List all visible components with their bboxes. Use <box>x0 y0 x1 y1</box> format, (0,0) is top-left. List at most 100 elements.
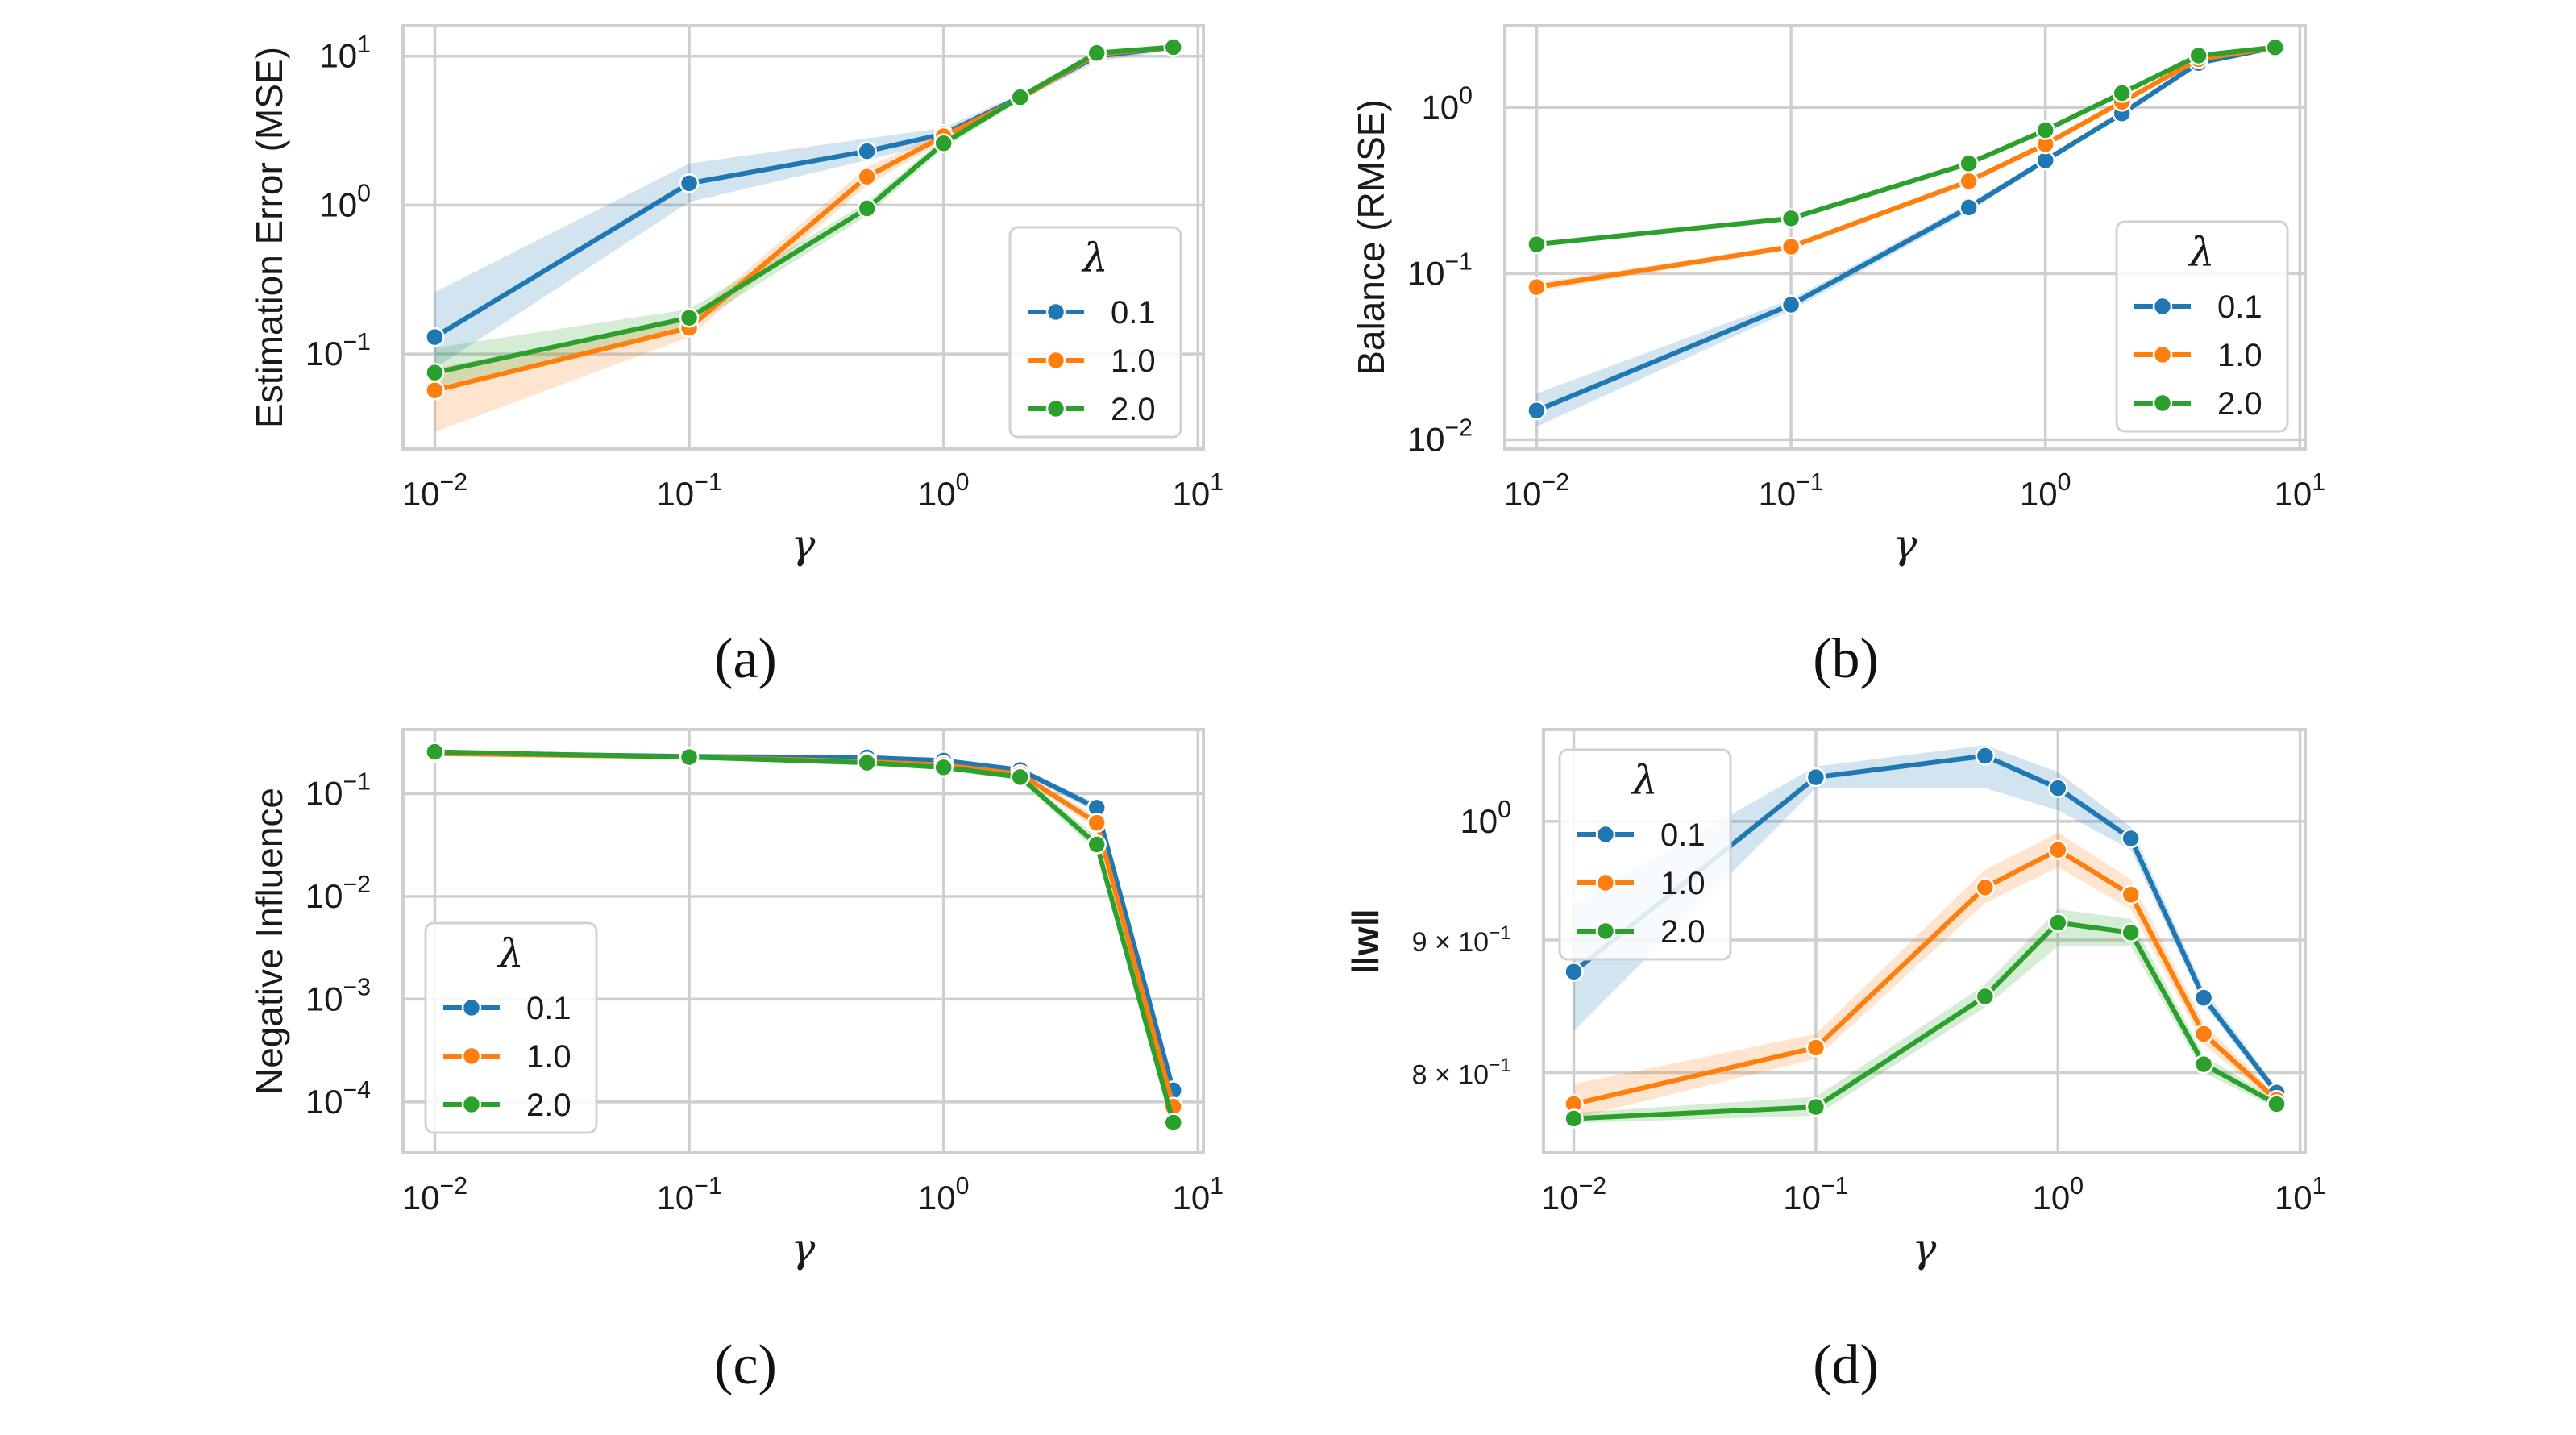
y-tick-label: 10−3 <box>305 975 371 1018</box>
legend-title: λ <box>497 930 524 977</box>
legend-label-1.0: 1.0 <box>1660 866 1706 901</box>
y-axis-label: Estimation Error (MSE) <box>248 47 290 428</box>
caption-c: (c) <box>714 1334 777 1396</box>
y-axis-label: Balance (RMSE) <box>1350 99 1392 376</box>
x-tick-label: 101 <box>2275 469 2326 513</box>
chart-panel-a: 10−2 10−1 100 101 10−1 100 101 γ Estimation Erro… <box>248 24 1224 568</box>
x-tick-label: 100 <box>918 469 970 513</box>
point-series-2.0 <box>2048 913 2068 933</box>
legend-marker <box>1045 350 1066 371</box>
plot-frame <box>401 728 1205 1154</box>
x-tick-label: 10−1 <box>1783 1173 1848 1217</box>
point-series-0.1 <box>1975 746 1996 766</box>
point-series-0.1 <box>1780 294 1801 315</box>
legend-label-0.1: 0.1 <box>526 991 571 1026</box>
legend-marker <box>461 997 482 1018</box>
chart-panel-b: 10−2 10−1 100 101 10−2 10−1 100 γ Balance (RMSE)… <box>1350 24 2326 568</box>
legend-marker <box>2152 296 2173 317</box>
point-series-2.0 <box>425 362 445 383</box>
grid <box>403 730 1203 1153</box>
chart-panel-d: 10−2 10−1 100 101 8 × 10−1 9 × 10−1 100 γ ‖w‖ λ0.… <box>1344 728 2326 1271</box>
y-axis-label: Negative Influence <box>248 788 290 1095</box>
legend-label-1.0: 1.0 <box>526 1039 571 1075</box>
point-series-0.1 <box>1959 198 1979 218</box>
point-series-1.0 <box>2048 840 2068 860</box>
legend-label-2.0: 2.0 <box>1660 914 1706 950</box>
y-tick-label: 9 × 10−1 <box>1412 922 1511 958</box>
x-tick-label: 101 <box>2275 1173 2326 1217</box>
legend: λ0.1 1.0 2.0 <box>1008 226 1182 439</box>
x-tick-label: 10−1 <box>656 469 721 513</box>
point-series-2.0 <box>1010 87 1030 107</box>
point-series-1.0 <box>2193 1024 2214 1044</box>
point-series-2.0 <box>1959 153 1979 174</box>
legend-marker <box>2152 393 2173 414</box>
legend: λ0.1 1.0 2.0 <box>1558 748 1732 961</box>
point-series-2.0 <box>2193 1054 2214 1075</box>
point-series-0.1 <box>2121 828 2141 849</box>
plot-area <box>1527 37 2285 427</box>
y-tick-label: 10−2 <box>305 871 371 915</box>
point-series-2.0 <box>2035 120 2055 140</box>
x-tick-label: 100 <box>2032 1173 2084 1217</box>
legend-label-0.1: 0.1 <box>2217 289 2262 325</box>
point-series-2.0 <box>1527 234 1547 255</box>
point-series-2.0 <box>679 747 700 767</box>
y-tick-label: 101 <box>319 31 371 75</box>
legend-label-1.0: 1.0 <box>2217 338 2262 373</box>
legend-marker <box>461 1046 482 1067</box>
x-tick-label: 101 <box>1173 1173 1224 1217</box>
point-series-1.0 <box>1959 171 1979 191</box>
point-series-2.0 <box>1805 1096 1826 1117</box>
y-tick-label: 10−4 <box>305 1077 371 1121</box>
point-series-2.0 <box>1086 834 1107 855</box>
point-series-0.1 <box>1564 962 1584 982</box>
point-series-0.1 <box>2035 150 2055 171</box>
legend-marker <box>1045 398 1066 419</box>
point-series-2.0 <box>2112 83 2132 103</box>
x-tick-label: 10−1 <box>656 1173 721 1217</box>
x-axis-label: γ <box>1913 1225 1937 1271</box>
point-series-1.0 <box>1805 1038 1826 1058</box>
point-series-0.1 <box>425 327 445 347</box>
point-series-0.1 <box>679 173 700 193</box>
x-axis-label: γ <box>1893 521 1917 568</box>
plot-area <box>425 37 1183 432</box>
legend-title: λ <box>2188 229 2215 276</box>
x-tick-label: 10−1 <box>1758 469 1823 513</box>
legend-label-2.0: 2.0 <box>526 1088 571 1123</box>
band-series-2.0 <box>434 44 1174 388</box>
y-tick-label: 8 × 10−1 <box>1412 1054 1511 1090</box>
point-series-1.0 <box>1975 877 1996 898</box>
x-tick-label: 10−2 <box>402 469 467 513</box>
point-series-2.0 <box>2266 1094 2287 1114</box>
legend-marker <box>1045 302 1066 322</box>
legend-frame <box>1558 748 1732 961</box>
point-series-2.0 <box>1163 37 1183 57</box>
legend-frame <box>424 921 598 1134</box>
point-series-2.0 <box>679 307 700 328</box>
point-series-2.0 <box>1780 208 1801 229</box>
x-tick-label: 10−2 <box>1541 1173 1606 1217</box>
point-series-0.1 <box>2193 988 2214 1008</box>
plot-frame <box>1542 728 2307 1154</box>
point-series-0.1 <box>1805 767 1826 788</box>
legend-marker <box>1595 872 1616 893</box>
legend-marker <box>2152 344 2173 365</box>
y-tick-label: 10−2 <box>1407 415 1473 459</box>
legend-label-1.0: 1.0 <box>1111 343 1156 379</box>
legend-frame <box>2115 220 2289 433</box>
caption-b: (b) <box>1813 628 1879 690</box>
point-series-2.0 <box>2265 37 2285 57</box>
x-axis-label: γ <box>791 1225 816 1271</box>
chart-panel-c: 10−2 10−1 100 101 10−4 10−3 10−2 10−1 γ Negative … <box>248 728 1224 1271</box>
x-tick-label: 100 <box>2020 469 2071 513</box>
point-series-2.0 <box>1975 986 1996 1007</box>
caption-a: (a) <box>714 628 777 690</box>
x-axis-label: γ <box>791 521 816 568</box>
x-tick-label: 10−2 <box>402 1173 467 1217</box>
legend-title: λ <box>1081 235 1108 281</box>
point-series-2.0 <box>857 198 877 218</box>
grid <box>403 26 1203 449</box>
